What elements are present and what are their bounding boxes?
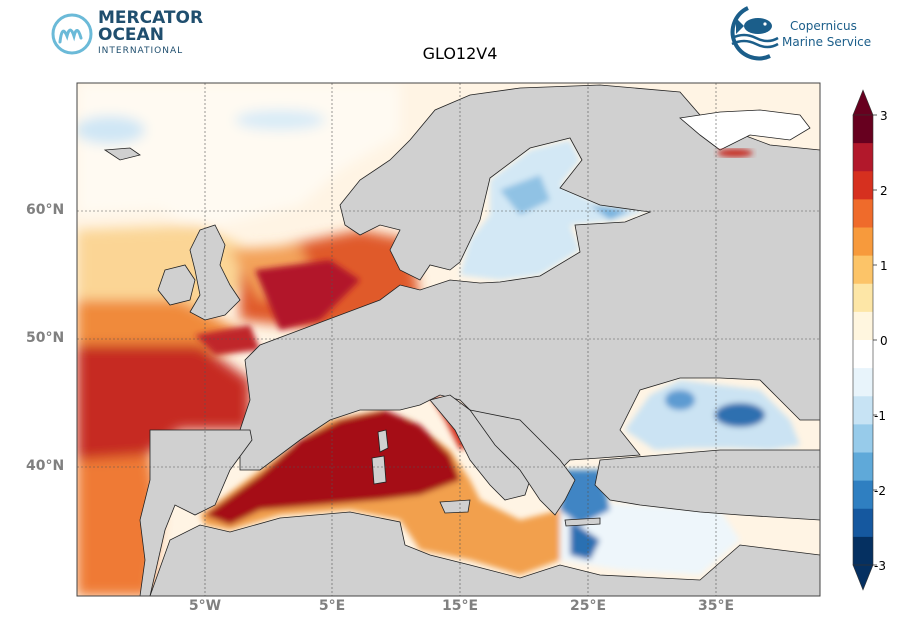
colorbar-segment [853, 480, 873, 510]
logo-text-international: INTERNATIONAL [98, 46, 184, 56]
colorbar-segment [853, 227, 873, 257]
colorbar-segment [853, 424, 873, 453]
fish-icon [730, 6, 779, 61]
lon-label-5w: 5°W [188, 598, 222, 614]
black-sea-anomaly-field [625, 380, 800, 450]
logo-text-marine-service: Marine Service [782, 35, 872, 49]
colorbar-tick-0: 0 [880, 334, 888, 348]
mercator-ocean-logo: MERCATOR OCEAN INTERNATIONAL [50, 8, 210, 60]
colorbar-segment [853, 368, 873, 397]
colorbar-segment [853, 396, 873, 425]
colorbar-tick-minus2: -2 [874, 484, 886, 498]
colorbar-segment [853, 171, 873, 200]
logo-text-copernicus: Copernicus [790, 19, 857, 33]
colorbar [852, 89, 877, 591]
logo-text-ocean: OCEAN [98, 25, 164, 45]
channel-hotspot [195, 260, 360, 355]
map-title: GLO12V4 [422, 44, 498, 63]
colorbar-tick-minus1: -1 [874, 409, 886, 423]
white-sea-hotspot [717, 149, 753, 157]
colorbar-segment [853, 536, 873, 566]
land-masses [103, 84, 820, 596]
mercator-m-icon [51, 13, 93, 55]
colorbar-segment [853, 340, 873, 369]
lon-label-25e: 25°E [569, 598, 607, 614]
logo-text-mercator: MERCATOR [98, 8, 204, 28]
colorbar-segment [853, 255, 873, 285]
colorbar-segment [853, 311, 873, 341]
lon-label-35e: 35°E [697, 598, 735, 614]
colorbar-segment [853, 508, 873, 538]
lon-label-15e: 15°E [441, 598, 479, 614]
colorbar-segment [853, 143, 873, 172]
colorbar-segment [853, 283, 873, 313]
map-frame [76, 82, 821, 597]
graticule [77, 83, 820, 596]
colorbar-tick-1: 1 [880, 259, 888, 273]
colorbar-tick-2: 2 [880, 184, 888, 198]
lat-label-40n: 40°N [26, 458, 65, 474]
mediterranean-anomaly-field [200, 395, 740, 575]
colorbar-segment [853, 115, 873, 144]
colorbar-tick-minus3: -3 [874, 559, 886, 573]
colorbar-tick-3: 3 [880, 109, 888, 123]
colorbar-min-arrow [852, 564, 874, 591]
copernicus-logo: Copernicus Marine Service [718, 2, 878, 62]
colorbar-max-arrow [852, 89, 874, 116]
colorbar-segment [853, 199, 873, 228]
colorbar-segment [853, 452, 873, 482]
lat-label-50n: 50°N [26, 330, 65, 346]
baltic-anomaly-field [460, 140, 650, 280]
lat-label-60n: 60°N [26, 202, 65, 218]
lon-label-5e: 5°E [318, 598, 346, 614]
